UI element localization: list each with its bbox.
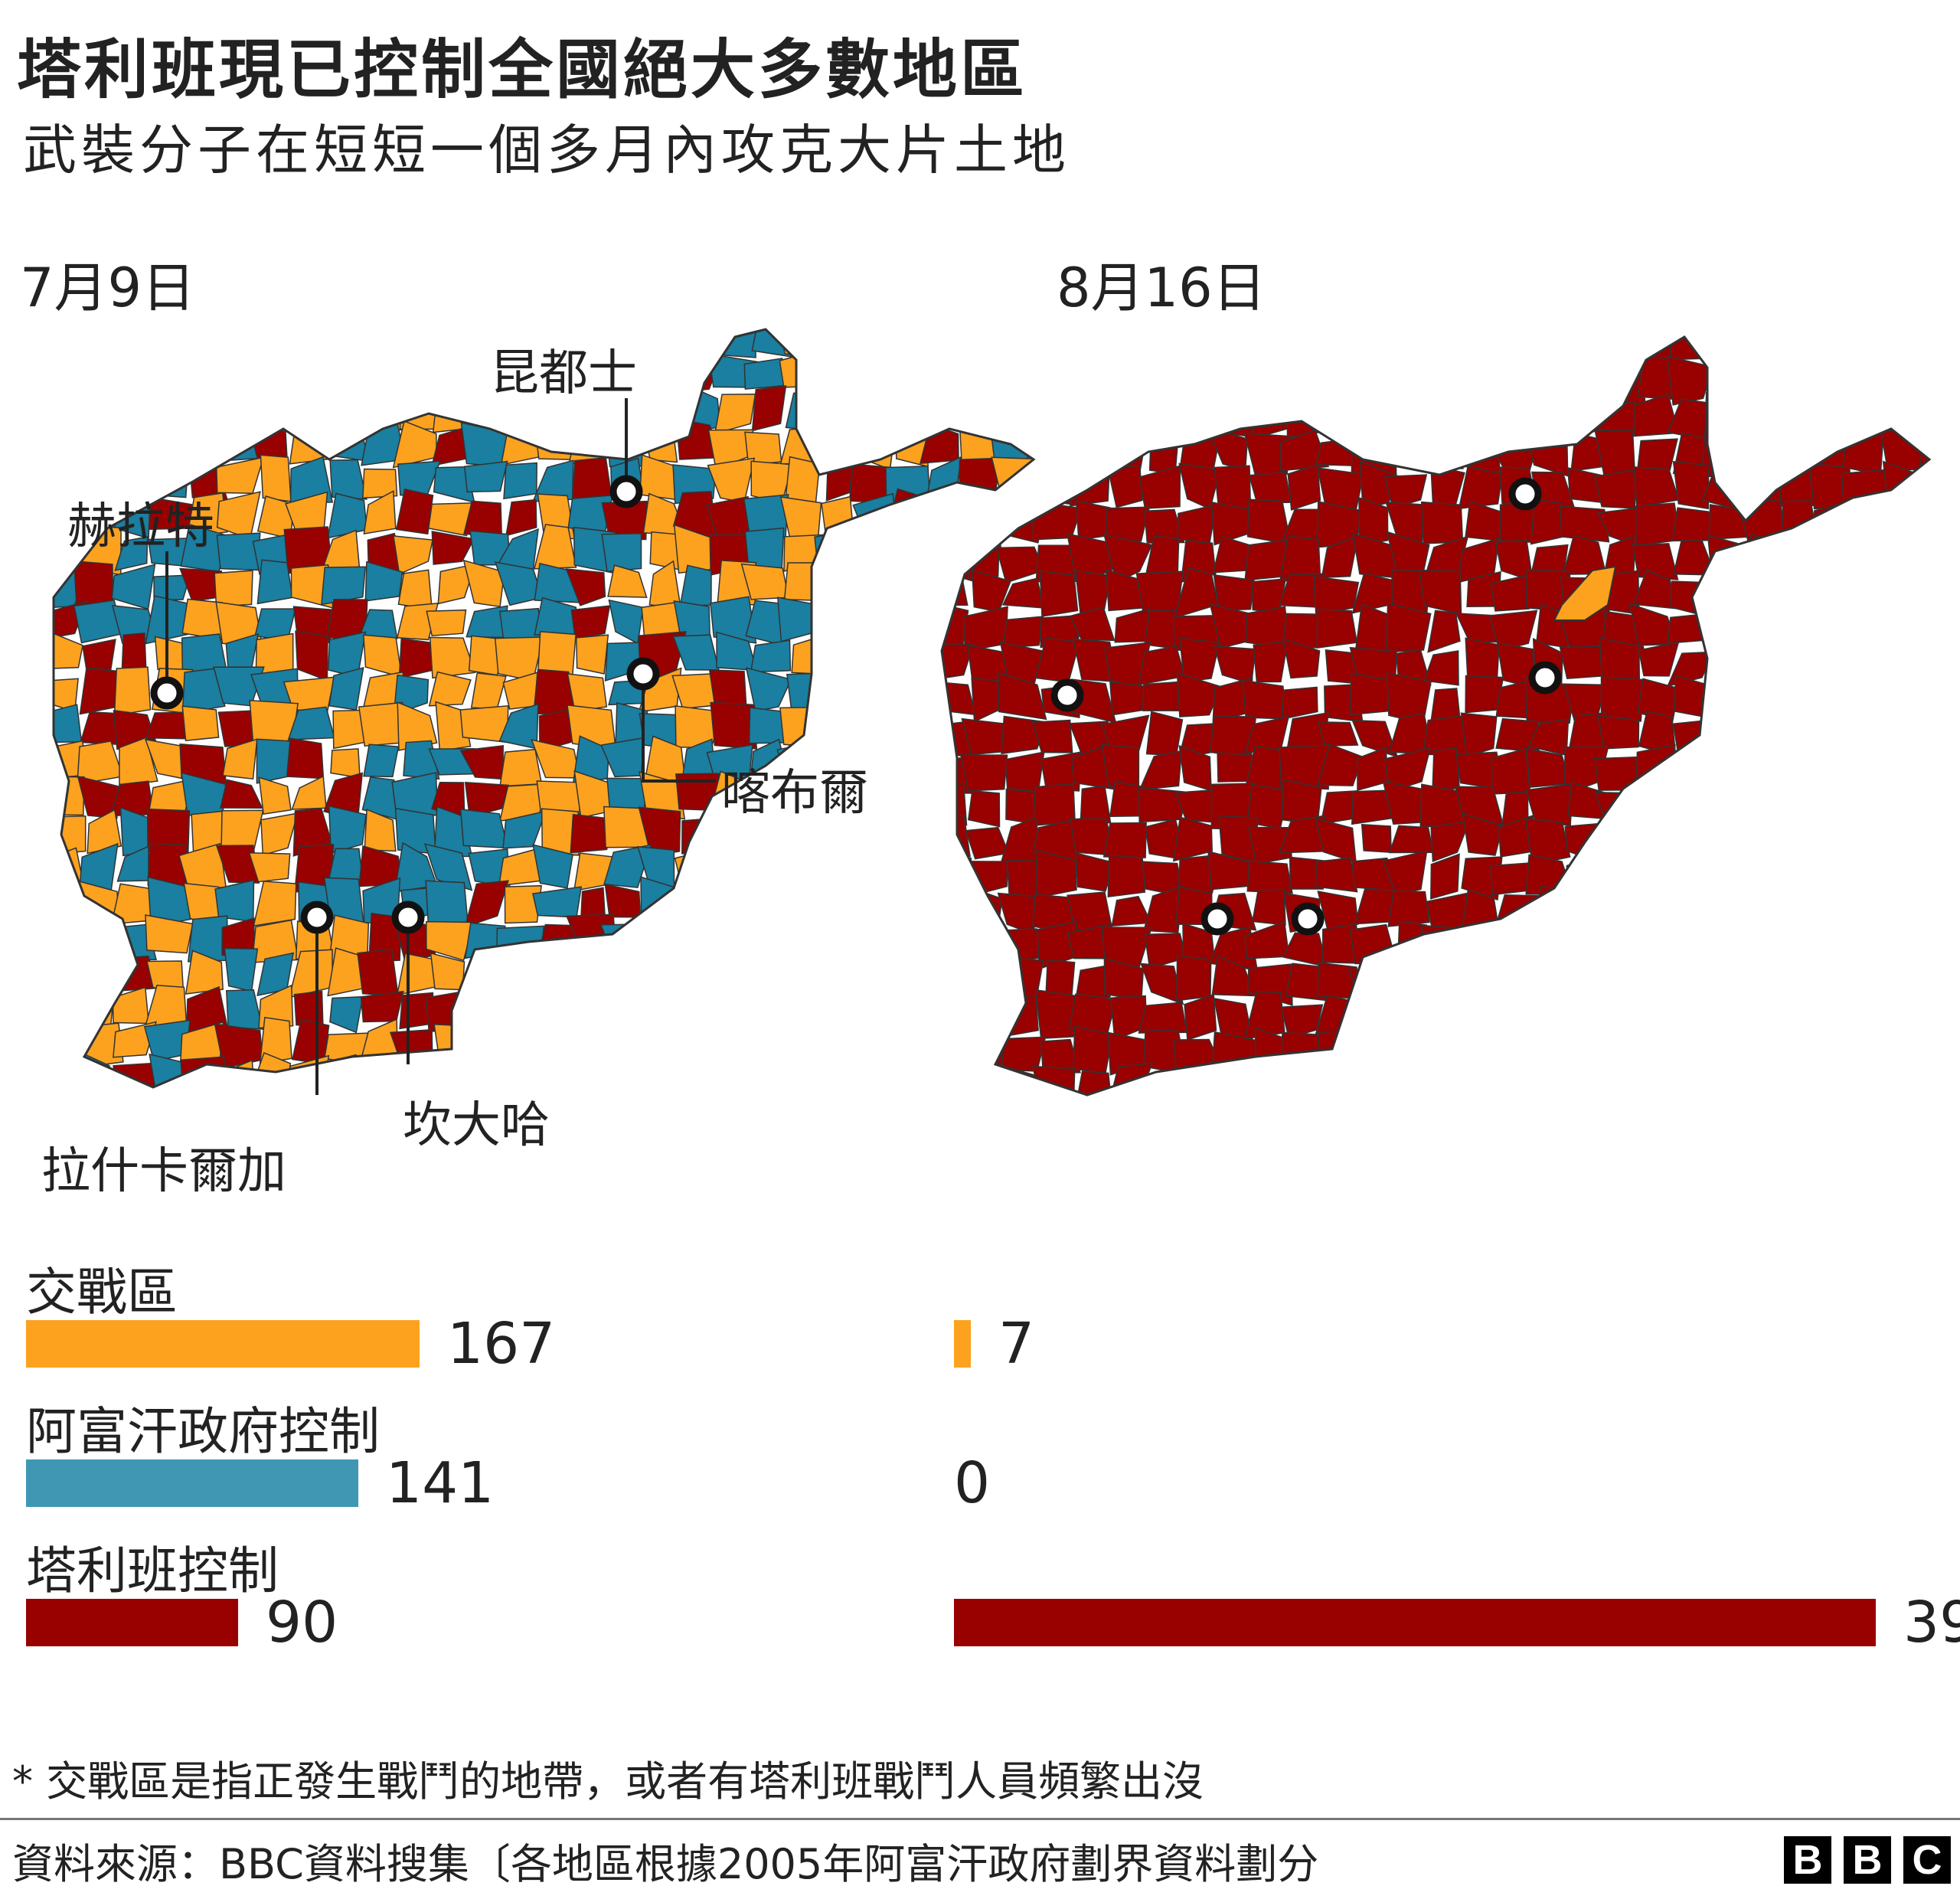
page-title: 塔利班現已控制全國絕大多數地區 (17, 32, 1028, 107)
bbc-logo-b2: B (1844, 1836, 1891, 1884)
legend-label-government: 阿富汗政府控制 (26, 1402, 380, 1461)
kunduz-dot-left (609, 475, 643, 508)
city-label-kunduz: 昆都士 (490, 345, 637, 402)
lashkargah-dot-left (300, 900, 334, 934)
left-map-districts (54, 329, 1034, 1087)
kandahar-dot-left (391, 900, 425, 934)
bar-value-aug16-contested: 7 (998, 1311, 1035, 1377)
bar-aug16-contested (954, 1320, 971, 1368)
bar-value-jul9-taliban: 90 (266, 1590, 338, 1655)
herat-dot-left (150, 676, 184, 710)
bar-jul9-contested (26, 1320, 420, 1368)
bar-aug16-taliban (954, 1599, 1876, 1646)
bar-jul9-government (26, 1459, 358, 1507)
map-date-left: 7月9日 (20, 257, 196, 319)
bbc-logo-b1: B (1784, 1836, 1831, 1884)
source-note: 資料來源：BBC資料搜集〔各地區根據2005年阿富汗政府劃界資料劃分 (12, 1840, 1319, 1888)
kabul-dot-right (1528, 661, 1562, 695)
right-map-districts (942, 337, 1929, 1095)
herat-dot-right (1050, 678, 1084, 712)
footnote: * 交戰區是指正發生戰鬥的地帶，或者有塔利班戰鬥人員頻繁出沒 (12, 1757, 1204, 1806)
right-map-contested-pocket (1553, 565, 1617, 621)
map-date-right: 8月16日 (1057, 257, 1266, 319)
legend-label-taliban: 塔利班控制 (26, 1541, 279, 1600)
lashkargah-dot-right (1200, 902, 1234, 936)
city-label-kandahar: 坎大哈 (403, 1097, 550, 1154)
bar-value-aug16-taliban: 391 (1903, 1590, 1960, 1655)
bbc-logo-c: C (1903, 1836, 1951, 1884)
leader-lines (165, 398, 716, 1095)
kunduz-dot-right (1508, 477, 1542, 511)
city-label-kabul: 喀布爾 (721, 765, 868, 822)
bar-value-aug16-government: 0 (954, 1450, 991, 1516)
divider (0, 1818, 1960, 1820)
kandahar-dot-right (1291, 902, 1325, 936)
page-subtitle: 武裝分子在短短一個多月內攻克大片土地 (23, 119, 1070, 181)
kabul-dot-left (626, 657, 660, 691)
left-map-outline (52, 328, 1036, 1089)
bar-value-jul9-government: 141 (386, 1450, 495, 1516)
right-map-outline (940, 335, 1932, 1097)
city-label-herat: 赫拉特 (67, 498, 214, 555)
bar-jul9-taliban (26, 1599, 238, 1646)
left-city-dots (150, 475, 660, 934)
right-city-dots (1050, 477, 1562, 936)
city-label-lashkargah: 拉什卡爾加 (41, 1143, 286, 1200)
bar-value-jul9-contested: 167 (447, 1311, 556, 1377)
legend-label-contested: 交戰區 (26, 1263, 178, 1322)
